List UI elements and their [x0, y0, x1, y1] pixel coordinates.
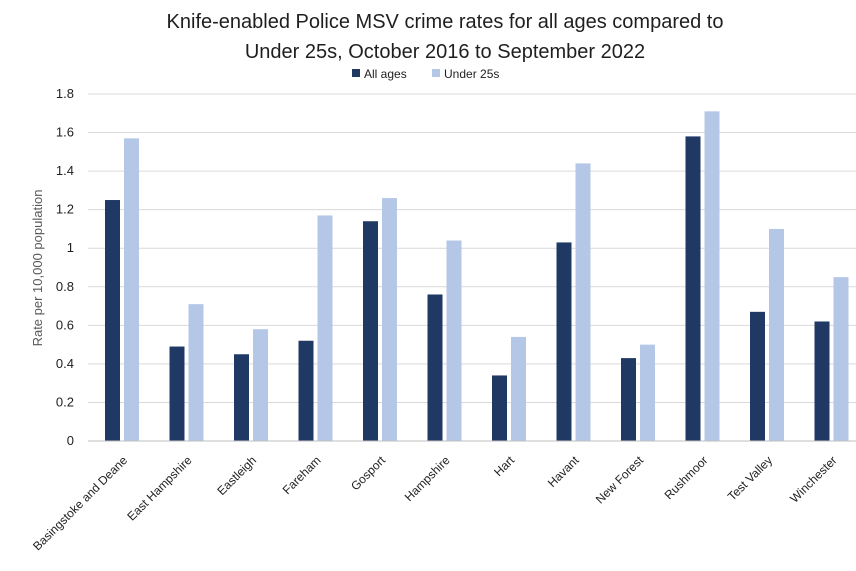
bar-all-ages-rushmoor [685, 136, 701, 441]
y-tick-label: 1.2 [56, 202, 74, 217]
chart-title-line-2: Under 25s, October 2016 to September 202… [245, 41, 645, 63]
bar-under-25s-test-valley [769, 228, 784, 441]
bar-under-25s-hampshire [446, 240, 462, 441]
chart-title-line-1: Knife-enabled Police MSV crime rates for… [167, 11, 724, 33]
legend: All ages Under 25s [352, 67, 499, 81]
bar-under-25s-new-forest [640, 344, 655, 441]
y-tick-label: 0.4 [56, 356, 74, 371]
bar-under-25s-basingstoke-and-deane [124, 138, 139, 442]
legend-swatch-under-25s [432, 69, 440, 77]
x-tick-label: Rushmoor [662, 453, 711, 502]
bar-all-ages-winchester [814, 321, 830, 441]
x-tick-label: Winchester [787, 453, 839, 505]
bar-under-25s-winchester [833, 277, 849, 441]
gridlines [88, 93, 856, 403]
y-tick-label: 0 [67, 433, 74, 448]
bar-all-ages-eastleigh [234, 354, 249, 441]
y-tick-label: 1.4 [56, 163, 74, 178]
legend-label-all-ages: All ages [364, 67, 407, 81]
bars [105, 111, 849, 442]
x-tick-label: Basingstoke and Deane [30, 453, 130, 553]
y-tick-labels: 0 0.2 0.4 0.6 0.8 1 1.2 1.4 1.6 1.8 [56, 86, 74, 448]
x-tick-label: Hart [491, 453, 517, 479]
y-tick-label: 0.8 [56, 279, 74, 294]
bar-under-25s-gosport [382, 198, 397, 441]
bar-under-25s-fareham [317, 215, 333, 441]
bar-all-ages-basingstoke-and-deane [105, 200, 120, 441]
x-tick-label: New Forest [593, 453, 647, 507]
bar-under-25s-rushmoor [704, 111, 720, 441]
legend-label-under-25s: Under 25s [444, 67, 499, 81]
bar-all-ages-new-forest [621, 358, 636, 441]
x-tick-label: Fareham [280, 453, 324, 497]
y-tick-label: 1.6 [56, 125, 74, 140]
bar-all-ages-test-valley [750, 311, 765, 441]
x-tick-label: Gosport [348, 453, 389, 494]
y-tick-label: 0.2 [56, 394, 74, 409]
bar-under-25s-hart [511, 336, 526, 441]
bar-all-ages-havant [556, 242, 572, 441]
bar-all-ages-hart [492, 375, 507, 441]
legend-swatch-all-ages [352, 69, 360, 77]
x-tick-label: Test Valley [725, 453, 775, 503]
bar-under-25s-havant [575, 163, 591, 441]
bar-all-ages-gosport [363, 221, 378, 441]
x-tick-label: Havant [545, 453, 582, 490]
x-tick-label: East Hampshire [124, 453, 194, 523]
x-tick-label: Hampshire [402, 453, 453, 504]
y-tick-label: 1 [67, 240, 74, 255]
bar-under-25s-east-hampshire [188, 304, 204, 441]
y-tick-label: 0.6 [56, 317, 74, 332]
bar-all-ages-fareham [298, 340, 314, 441]
bar-under-25s-eastleigh [253, 329, 268, 441]
y-tick-label: 1.8 [56, 86, 74, 101]
bar-all-ages-east-hampshire [169, 346, 185, 441]
y-axis-title: Rate per 10,000 population [30, 190, 45, 347]
bar-all-ages-hampshire [427, 294, 443, 441]
x-tick-label: Eastleigh [214, 453, 259, 498]
